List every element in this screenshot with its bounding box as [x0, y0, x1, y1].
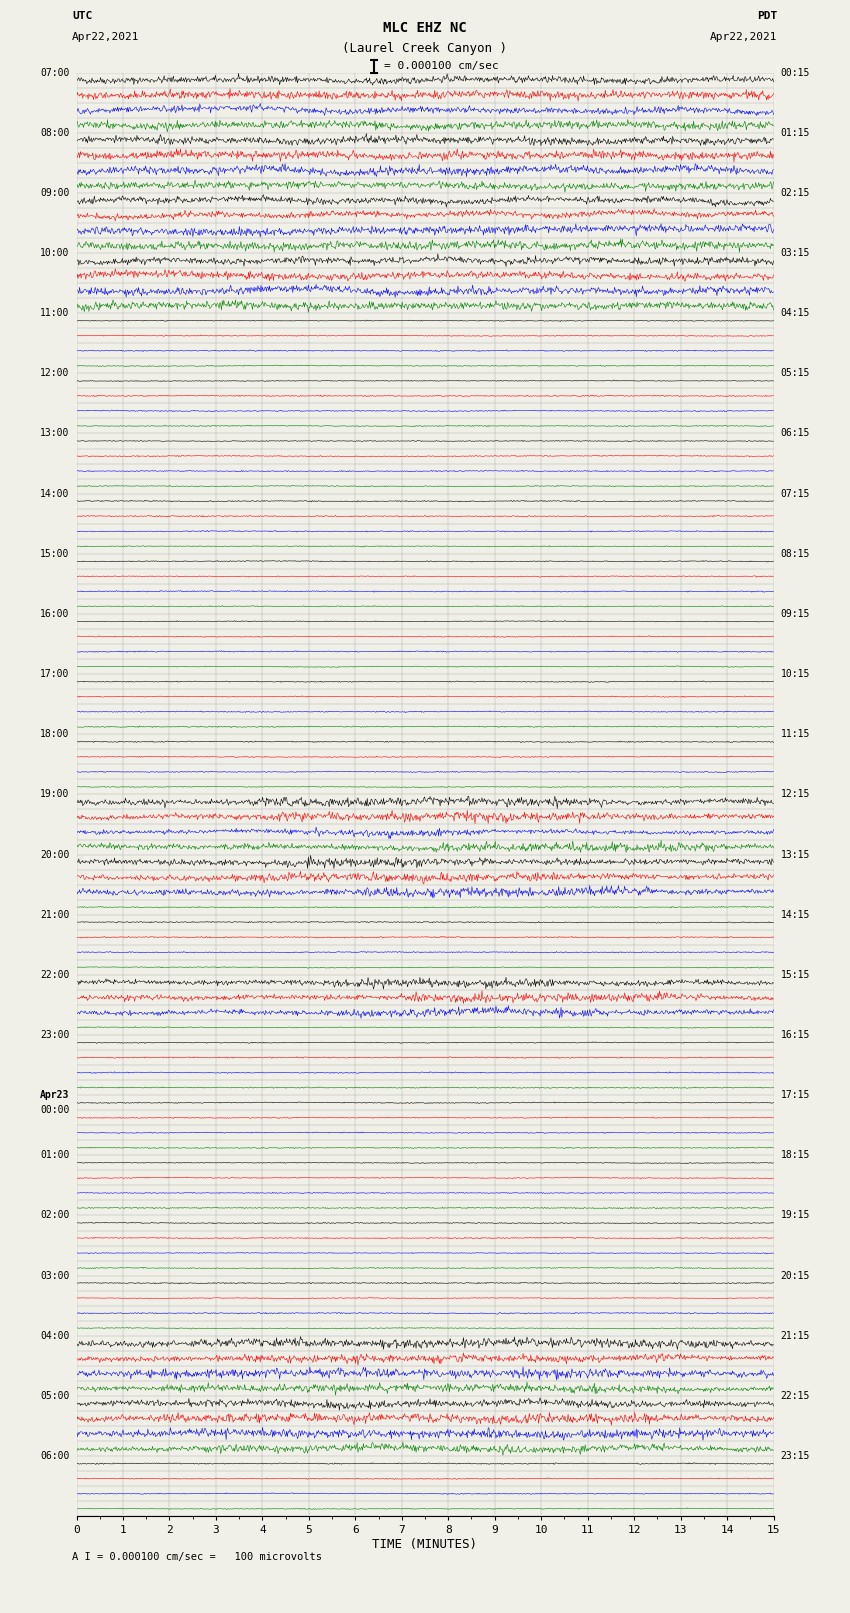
Text: 04:15: 04:15: [780, 308, 810, 318]
Text: 18:00: 18:00: [40, 729, 70, 739]
Text: Apr22,2021: Apr22,2021: [711, 32, 778, 42]
Text: 16:15: 16:15: [780, 1031, 810, 1040]
Text: 01:15: 01:15: [780, 127, 810, 137]
Text: 22:15: 22:15: [780, 1390, 810, 1402]
Text: 00:00: 00:00: [40, 1105, 70, 1115]
X-axis label: TIME (MINUTES): TIME (MINUTES): [372, 1539, 478, 1552]
Text: 20:00: 20:00: [40, 850, 70, 860]
Text: 20:15: 20:15: [780, 1271, 810, 1281]
Text: Apr22,2021: Apr22,2021: [72, 32, 139, 42]
Text: 15:15: 15:15: [780, 969, 810, 979]
Text: (Laurel Creek Canyon ): (Laurel Creek Canyon ): [343, 42, 507, 55]
Text: 23:00: 23:00: [40, 1031, 70, 1040]
Text: 03:00: 03:00: [40, 1271, 70, 1281]
Text: 10:15: 10:15: [780, 669, 810, 679]
Text: 15:00: 15:00: [40, 548, 70, 558]
Text: 06:15: 06:15: [780, 429, 810, 439]
Text: 14:00: 14:00: [40, 489, 70, 498]
Text: 00:15: 00:15: [780, 68, 810, 77]
Text: 08:00: 08:00: [40, 127, 70, 137]
Text: 21:00: 21:00: [40, 910, 70, 919]
Text: 19:15: 19:15: [780, 1210, 810, 1221]
Text: 10:00: 10:00: [40, 248, 70, 258]
Text: A I = 0.000100 cm/sec =   100 microvolts: A I = 0.000100 cm/sec = 100 microvolts: [72, 1552, 322, 1561]
Text: 01:00: 01:00: [40, 1150, 70, 1160]
Text: MLC EHZ NC: MLC EHZ NC: [383, 21, 467, 35]
Text: 07:15: 07:15: [780, 489, 810, 498]
Text: 06:00: 06:00: [40, 1452, 70, 1461]
Text: 17:00: 17:00: [40, 669, 70, 679]
Text: 02:00: 02:00: [40, 1210, 70, 1221]
Text: 12:15: 12:15: [780, 789, 810, 800]
Text: 11:00: 11:00: [40, 308, 70, 318]
Text: 23:15: 23:15: [780, 1452, 810, 1461]
Text: 11:15: 11:15: [780, 729, 810, 739]
Text: 08:15: 08:15: [780, 548, 810, 558]
Text: 13:15: 13:15: [780, 850, 810, 860]
Text: 19:00: 19:00: [40, 789, 70, 800]
Text: 17:15: 17:15: [780, 1090, 810, 1100]
Text: 16:00: 16:00: [40, 610, 70, 619]
Text: 02:15: 02:15: [780, 187, 810, 198]
Text: 03:15: 03:15: [780, 248, 810, 258]
Text: 13:00: 13:00: [40, 429, 70, 439]
Text: 14:15: 14:15: [780, 910, 810, 919]
Text: = 0.000100 cm/sec: = 0.000100 cm/sec: [384, 61, 499, 71]
Text: 09:00: 09:00: [40, 187, 70, 198]
Text: 18:15: 18:15: [780, 1150, 810, 1160]
Text: PDT: PDT: [757, 11, 778, 21]
Text: 12:00: 12:00: [40, 368, 70, 379]
Text: 22:00: 22:00: [40, 969, 70, 979]
Text: Apr23: Apr23: [40, 1090, 70, 1100]
Text: 09:15: 09:15: [780, 610, 810, 619]
Text: 05:00: 05:00: [40, 1390, 70, 1402]
Text: 07:00: 07:00: [40, 68, 70, 77]
Text: UTC: UTC: [72, 11, 93, 21]
Text: 05:15: 05:15: [780, 368, 810, 379]
Text: 21:15: 21:15: [780, 1331, 810, 1340]
Text: 04:00: 04:00: [40, 1331, 70, 1340]
